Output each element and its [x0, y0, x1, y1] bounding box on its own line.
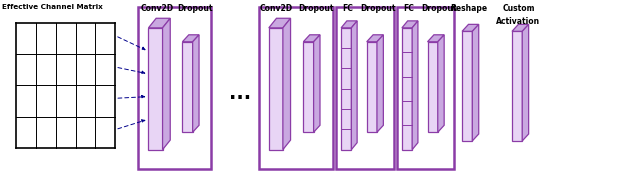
Polygon shape: [472, 24, 479, 141]
Polygon shape: [402, 21, 418, 28]
Bar: [182, 42, 193, 132]
Polygon shape: [193, 35, 199, 132]
Bar: [402, 28, 412, 150]
Bar: [367, 42, 377, 132]
Polygon shape: [148, 18, 170, 28]
Polygon shape: [182, 35, 199, 42]
Polygon shape: [314, 35, 320, 132]
Polygon shape: [163, 18, 170, 150]
Polygon shape: [412, 21, 418, 150]
Text: FC: FC: [403, 4, 413, 13]
Bar: [303, 42, 314, 132]
Polygon shape: [269, 18, 291, 28]
Text: Effective Channel Matrix: Effective Channel Matrix: [3, 4, 103, 10]
Polygon shape: [303, 35, 320, 42]
Bar: [428, 42, 438, 132]
Text: FC: FC: [342, 4, 353, 13]
Bar: [148, 28, 163, 150]
Polygon shape: [377, 35, 383, 132]
Text: Reshape: Reshape: [451, 4, 488, 13]
Bar: [512, 31, 522, 141]
Text: Dropout: Dropout: [421, 4, 457, 13]
Text: Conv2D: Conv2D: [260, 4, 293, 13]
Polygon shape: [341, 21, 357, 28]
Bar: [259, 7, 333, 169]
Bar: [336, 7, 394, 169]
Bar: [269, 28, 283, 150]
Bar: [138, 7, 211, 169]
Polygon shape: [283, 18, 291, 150]
Polygon shape: [438, 35, 444, 132]
Polygon shape: [522, 24, 529, 141]
Text: ...: ...: [229, 84, 251, 102]
Polygon shape: [462, 24, 479, 31]
Polygon shape: [512, 24, 529, 31]
Text: Dropout: Dropout: [177, 4, 213, 13]
Text: Conv2D: Conv2D: [140, 4, 173, 13]
Polygon shape: [367, 35, 383, 42]
Bar: [397, 7, 454, 169]
Polygon shape: [428, 35, 444, 42]
Polygon shape: [351, 21, 357, 150]
Bar: [341, 28, 351, 150]
Text: Dropout: Dropout: [360, 4, 396, 13]
Text: Custom: Custom: [502, 4, 534, 13]
Text: Activation: Activation: [497, 17, 540, 26]
Bar: [462, 31, 472, 141]
Text: Dropout: Dropout: [298, 4, 333, 13]
